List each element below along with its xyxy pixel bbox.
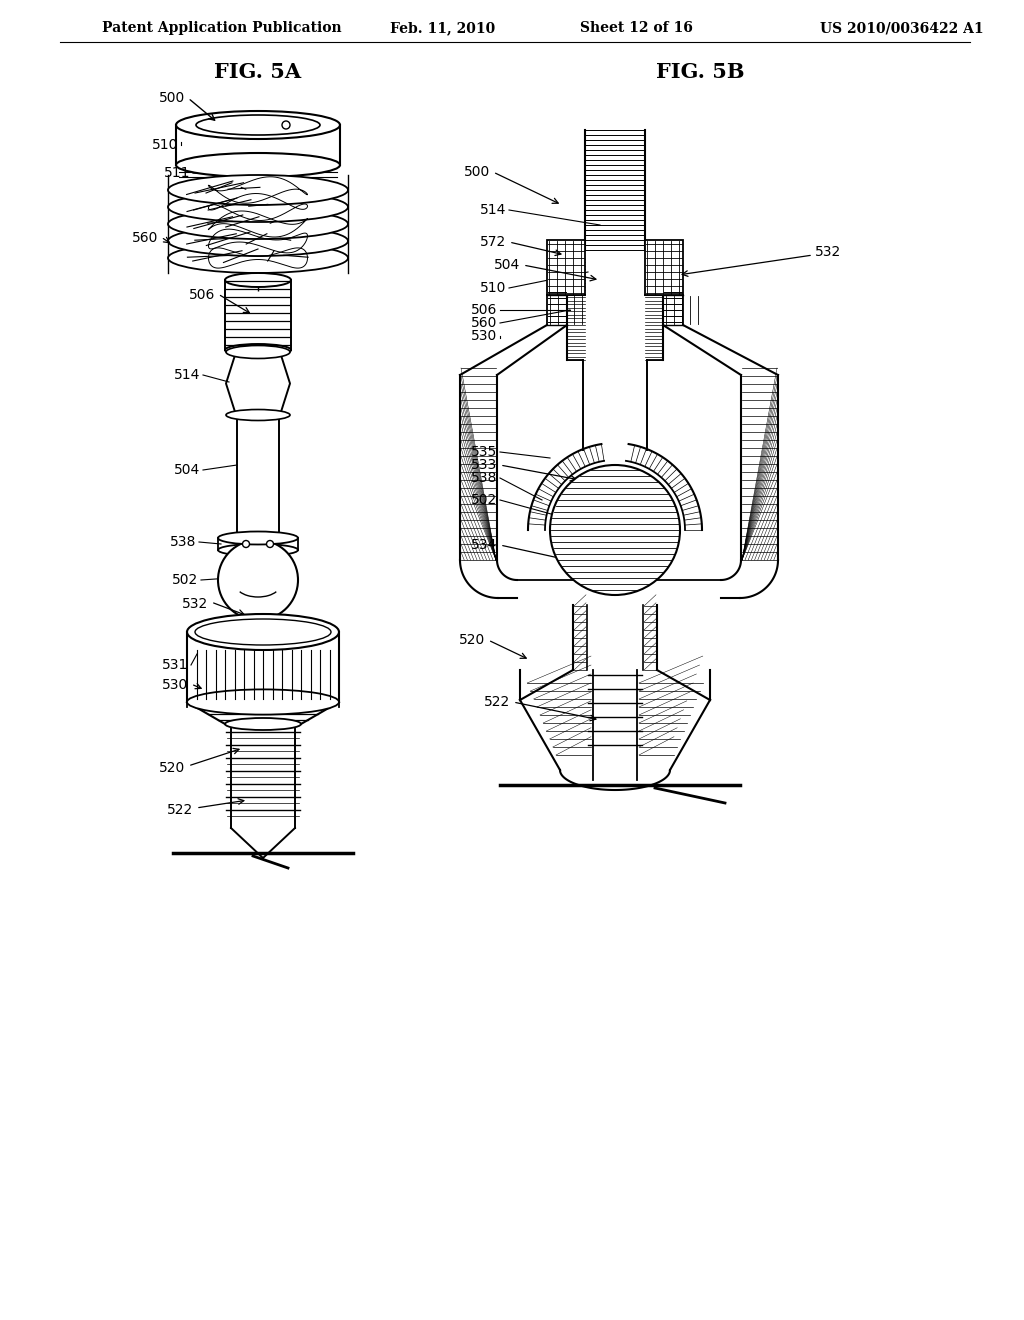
Text: FIG. 5A: FIG. 5A: [214, 62, 301, 82]
Ellipse shape: [237, 533, 279, 543]
Text: 510: 510: [152, 139, 178, 152]
Ellipse shape: [187, 614, 339, 649]
Text: 504: 504: [494, 257, 520, 272]
Text: US 2010/0036422 A1: US 2010/0036422 A1: [820, 21, 984, 36]
Text: 560: 560: [132, 231, 158, 246]
Text: 500: 500: [159, 91, 185, 106]
Ellipse shape: [225, 273, 291, 286]
Text: 520: 520: [459, 634, 485, 647]
Text: 538: 538: [170, 535, 196, 549]
Ellipse shape: [226, 409, 290, 421]
Ellipse shape: [218, 532, 298, 544]
Text: 560: 560: [471, 315, 497, 330]
Ellipse shape: [195, 619, 331, 645]
Text: 504: 504: [174, 463, 200, 477]
Text: 532: 532: [815, 246, 842, 259]
Text: 514: 514: [479, 203, 506, 216]
Text: 506: 506: [471, 304, 497, 317]
Text: 502: 502: [471, 492, 497, 507]
Ellipse shape: [168, 226, 348, 256]
Text: 506: 506: [188, 288, 215, 302]
Ellipse shape: [187, 689, 339, 714]
Ellipse shape: [176, 153, 340, 177]
Text: 530: 530: [162, 678, 188, 692]
Ellipse shape: [225, 345, 291, 356]
Text: 535: 535: [471, 445, 497, 459]
Text: Feb. 11, 2010: Feb. 11, 2010: [390, 21, 496, 36]
Text: 534: 534: [471, 539, 497, 552]
Text: Patent Application Publication: Patent Application Publication: [102, 21, 342, 36]
Bar: [547, 240, 585, 294]
Bar: [645, 240, 683, 294]
Text: 533: 533: [471, 458, 497, 473]
Ellipse shape: [168, 209, 348, 239]
Ellipse shape: [168, 176, 348, 205]
Text: Sheet 12 of 16: Sheet 12 of 16: [580, 21, 693, 36]
Ellipse shape: [225, 718, 301, 730]
Ellipse shape: [168, 243, 348, 273]
Text: 520: 520: [159, 762, 185, 775]
Ellipse shape: [168, 191, 348, 222]
Text: 530: 530: [471, 329, 497, 343]
Text: 510: 510: [479, 281, 506, 294]
Circle shape: [218, 540, 298, 620]
Text: 514: 514: [174, 368, 200, 381]
Text: 538: 538: [471, 471, 497, 484]
Text: 502: 502: [172, 573, 198, 587]
Text: FIG. 5B: FIG. 5B: [655, 62, 744, 82]
Circle shape: [243, 540, 250, 548]
Text: 522: 522: [167, 803, 193, 817]
Text: 522: 522: [483, 696, 510, 709]
Text: 531: 531: [162, 657, 188, 672]
Ellipse shape: [218, 544, 298, 556]
Text: 500: 500: [464, 165, 490, 180]
Ellipse shape: [226, 346, 290, 359]
Text: 511: 511: [164, 166, 190, 180]
Circle shape: [550, 465, 680, 595]
Text: 572: 572: [480, 235, 506, 249]
Ellipse shape: [176, 111, 340, 139]
Circle shape: [266, 540, 273, 548]
Text: 532: 532: [181, 597, 208, 611]
